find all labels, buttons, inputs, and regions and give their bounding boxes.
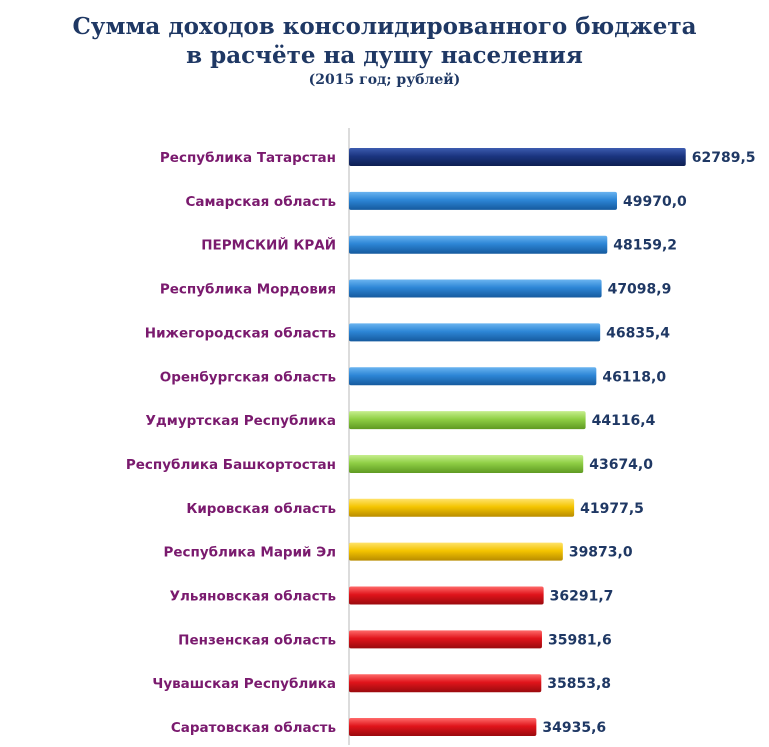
value-label: 41977,5 — [580, 501, 644, 517]
category-label: Республика Мордовия — [160, 282, 336, 298]
value-label: 43674,0 — [589, 457, 653, 473]
value-label: 35981,6 — [548, 632, 612, 648]
bar — [349, 718, 537, 737]
category-label: Оренбургская область — [160, 369, 336, 385]
value-label: 34935,6 — [542, 720, 606, 736]
bar — [349, 674, 542, 693]
bar — [349, 411, 586, 430]
chart-title-line-2: в расчёте на душу населения — [186, 42, 583, 69]
value-label: 46118,0 — [602, 369, 666, 385]
category-label: Республика Башкортостан — [126, 457, 336, 473]
category-label: Чувашская Республика — [152, 676, 336, 692]
value-label: 35853,8 — [547, 676, 611, 692]
category-label: Ульяновская область — [170, 589, 336, 605]
bar — [349, 148, 686, 166]
value-label: 62789,5 — [692, 150, 756, 166]
category-label: Кировская область — [186, 501, 336, 517]
value-label: 49970,0 — [623, 194, 687, 210]
bar — [349, 542, 563, 561]
bar — [349, 279, 602, 298]
category-label: Саратовская область — [171, 720, 336, 736]
value-label: 44116,4 — [592, 413, 656, 429]
chart-header: Сумма доходов консолидированного бюджета… — [0, 12, 769, 88]
chart-title-line-1: Сумма доходов консолидированного бюджета — [72, 13, 697, 40]
bar — [349, 454, 584, 473]
category-label: Пензенская область — [178, 632, 336, 648]
bar — [349, 630, 542, 649]
category-label: ПЕРМСКИЙ КРАЙ — [201, 237, 336, 254]
value-label: 36291,7 — [550, 589, 614, 605]
bar — [349, 586, 544, 605]
category-label: Республика Марий Эл — [163, 545, 336, 561]
value-label: 47098,9 — [608, 282, 672, 298]
category-label: Самарская область — [185, 194, 336, 210]
chart-subtitle: (2015 год; рублей) — [308, 72, 461, 88]
value-label: 39873,0 — [569, 545, 633, 561]
bar — [349, 235, 608, 254]
bar — [349, 498, 575, 517]
bar — [349, 367, 597, 386]
category-label: Республика Татарстан — [160, 150, 336, 166]
bar — [349, 323, 601, 342]
category-label: Нижегородская область — [145, 325, 336, 341]
bar — [349, 191, 617, 210]
category-label: Удмуртская Республика — [145, 413, 336, 429]
value-label: 46835,4 — [606, 325, 670, 341]
value-label: 48159,2 — [613, 238, 677, 254]
